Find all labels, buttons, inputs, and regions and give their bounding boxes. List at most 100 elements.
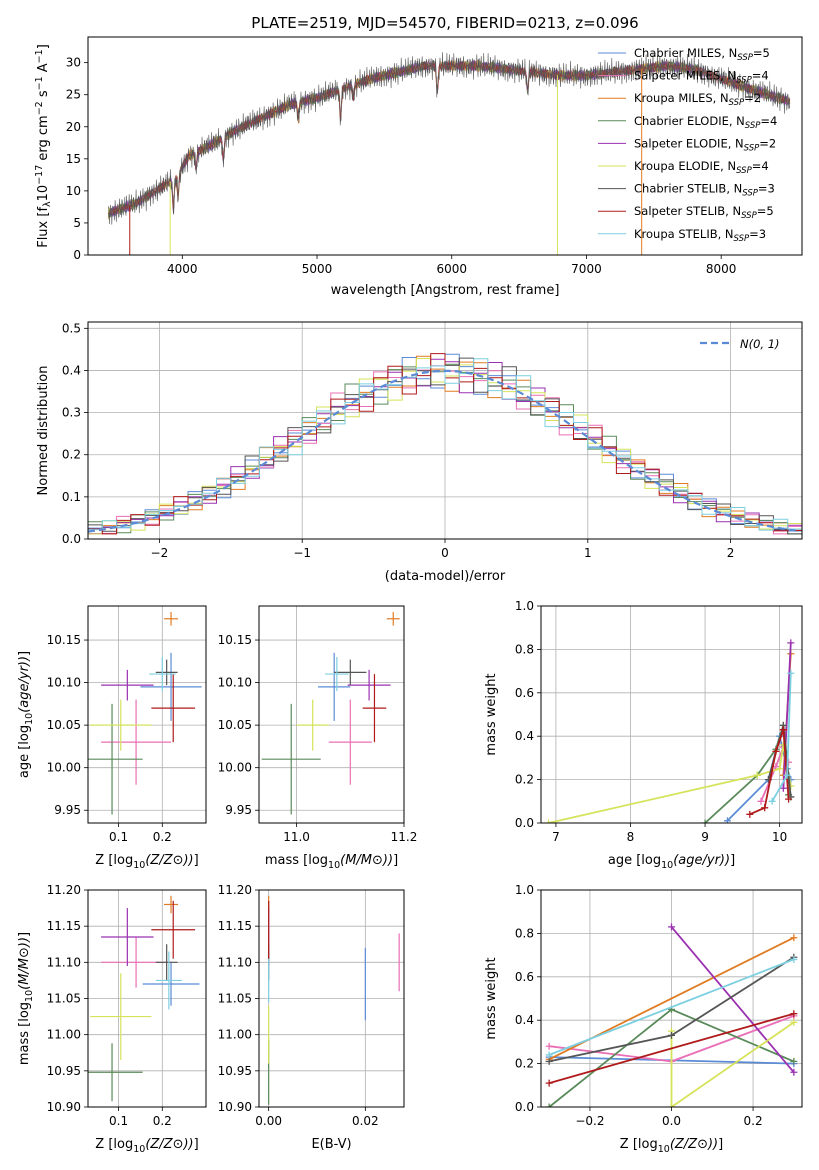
y-tick-label: 11.10: [47, 955, 81, 969]
y-axis-label: Normed distribution: [36, 366, 51, 496]
y-tick-label: 0.8: [515, 642, 534, 656]
weight-marker: [545, 1051, 553, 1059]
label-part: A: [36, 63, 51, 76]
legend-suffix: =4: [752, 159, 769, 173]
data-spectrum-line: [107, 52, 790, 225]
legend-suffix: =4: [760, 114, 777, 128]
data-point: [155, 659, 178, 686]
legend-entry: Salpeter MILES, NSSP=4: [634, 69, 769, 86]
axes-frame: [540, 605, 803, 824]
weight-marker: [787, 639, 795, 647]
label-sub: 10: [24, 713, 35, 725]
label-part: erg cm: [36, 115, 51, 164]
weight-marker: [545, 1103, 553, 1107]
legend-text: Chabrier STELIB, N: [634, 182, 742, 196]
weight-marker: [761, 804, 769, 812]
weight-marker: [787, 669, 795, 677]
y-tick-label: 0.4: [515, 729, 534, 743]
x-tick-label: 7000: [571, 262, 602, 276]
x-axis-label: (data-model)/error: [385, 569, 506, 584]
label-sub: 10: [661, 860, 673, 871]
plot-area: [107, 52, 791, 255]
legend-text: Salpeter ELODIE, N: [634, 136, 744, 150]
y-tick-label: 0.2: [515, 773, 534, 787]
weight-series-line: [670, 1021, 795, 1107]
plot-area: [88, 353, 802, 535]
y-tick-label: 10.95: [218, 1064, 252, 1078]
data-point: [261, 703, 321, 815]
y-tick-label: 0.0: [515, 816, 534, 830]
y-tick-label: 10.00: [218, 761, 252, 775]
legend-sub: SSP: [745, 121, 761, 131]
legend-suffix: =3: [749, 227, 766, 241]
legend-text: Salpeter MILES, N: [634, 69, 736, 83]
label-part: age [log: [608, 853, 661, 868]
label-part: (Z/Z⊙)): [145, 1137, 193, 1152]
x-tick-label: −0.2: [575, 1114, 604, 1128]
weight-marker: [668, 1103, 675, 1107]
data-point: [318, 652, 351, 721]
weight-marker: [776, 765, 784, 773]
x-axis-label: Z [log10(Z/Z⊙))]: [95, 1137, 198, 1155]
plot-area: [545, 923, 798, 1107]
label-part: Z [log: [95, 853, 133, 868]
data-point: [386, 611, 400, 626]
y-tick-label: 0: [73, 248, 81, 262]
legend-entry: N(0, 1): [740, 337, 780, 351]
legend-suffix: =5: [753, 46, 770, 60]
weight-marker: [785, 795, 793, 803]
plot-area: [88, 895, 200, 1102]
legend-entry: Chabrier MILES, NSSP=5: [634, 46, 770, 63]
x-tick-label: 0: [441, 546, 449, 560]
legend-suffix: =2: [759, 136, 776, 150]
y-tick-label: 0.6: [515, 970, 534, 984]
legend-sub: SSP: [734, 234, 750, 244]
weight-marker: [545, 1057, 553, 1065]
data-point: [151, 674, 196, 743]
weight-marker: [790, 1018, 798, 1026]
weight-marker: [790, 934, 798, 942]
data-point: [88, 703, 143, 815]
label-part: s: [36, 90, 51, 101]
data-point: [101, 908, 154, 966]
data-point: [140, 652, 202, 721]
data-point: [90, 973, 152, 1060]
chart-title: PLATE=2519, MJD=54570, FIBERID=0213, z=0…: [251, 14, 638, 32]
weight-marker: [790, 1057, 798, 1065]
y-tick-label: 10.90: [218, 1100, 252, 1114]
label-part: Z [log: [95, 1137, 133, 1152]
data-point: [164, 895, 179, 914]
label-part: ]: [718, 1137, 723, 1152]
y-axis-label: age [log10(age/yr))]: [17, 651, 35, 778]
y-tick-label: 0.2: [62, 448, 81, 462]
y-axis-label: mass weight: [484, 673, 499, 755]
weight-marker: [545, 1042, 553, 1050]
y-tick-label: 0.6: [515, 686, 534, 700]
label-part: λ: [42, 201, 53, 207]
y-tick-label: 10.15: [218, 633, 252, 647]
label-part: mass [log: [265, 853, 328, 868]
label-part: mass [log: [17, 1002, 32, 1065]
x-tick-label: 4000: [167, 262, 198, 276]
data-point: [362, 674, 387, 743]
plot-area: [88, 611, 202, 815]
y-tick-label: 9.95: [225, 803, 252, 817]
weight-marker: [779, 784, 787, 792]
weight-marker: [668, 923, 675, 931]
y-tick-label: 11.05: [47, 992, 81, 1006]
legend-suffix: =3: [758, 182, 775, 196]
x-axis-label: mass [log10(M/M⊙))]: [265, 853, 398, 871]
legend-entry: Kroupa MILES, NSSP=2: [634, 91, 761, 108]
y-axis-label: Flux [fλ10−17 erg cm−2 s−1 A−1]: [34, 44, 53, 248]
panel-weight_vs_age: 7 8 9 10 0.0 0.2 0.4 0.6 0.8 1.0 mass weight age [l…: [484, 599, 803, 871]
y-tick-label: 0.1: [62, 490, 81, 504]
x-tick-label: 8000: [706, 262, 737, 276]
y-tick-label: 10.05: [218, 718, 252, 732]
x-tick-label: 6000: [436, 262, 467, 276]
label-part: Flux [f: [36, 207, 51, 248]
y-tick-label: 0.5: [62, 321, 81, 335]
weight-marker: [790, 1068, 798, 1076]
data-point: [334, 659, 367, 686]
